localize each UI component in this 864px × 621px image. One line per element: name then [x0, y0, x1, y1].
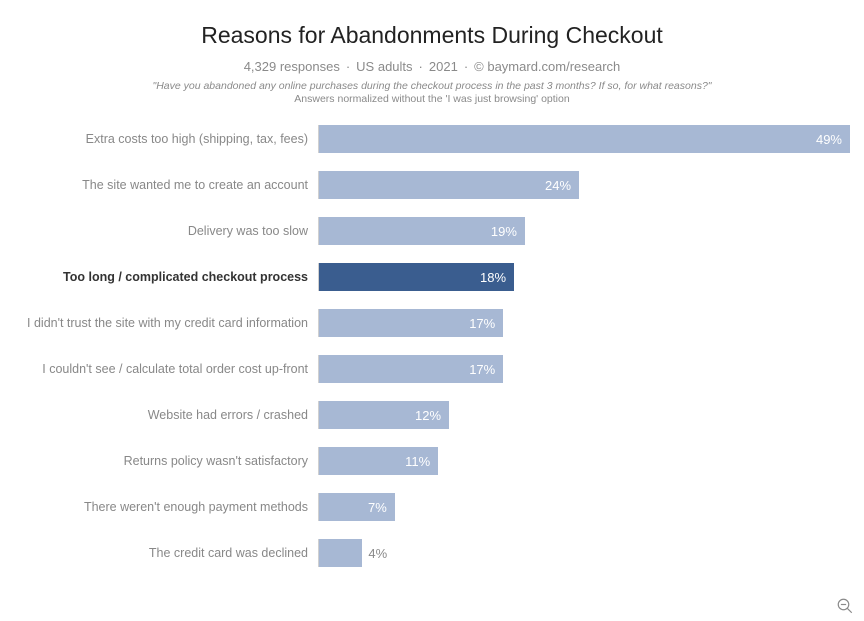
- bar-track: 17%: [318, 309, 850, 337]
- bar-value: 24%: [545, 178, 571, 193]
- bar-row: Returns policy wasn't satisfactory 11%: [0, 447, 850, 475]
- bar-track: 11%: [318, 447, 850, 475]
- bar: 11%: [319, 447, 438, 475]
- bar-track: 17%: [318, 355, 850, 383]
- bar-row: Too long / complicated checkout process 1…: [0, 263, 850, 291]
- bar-track: 18%: [318, 263, 850, 291]
- bar-value: 11%: [405, 454, 430, 469]
- bar-track: 12%: [318, 401, 850, 429]
- bar-value: 12%: [415, 408, 441, 423]
- bar-label: Delivery was too slow: [0, 224, 318, 238]
- bar: 17%: [319, 355, 503, 383]
- bar-track: 19%: [318, 217, 850, 245]
- bar: 7%: [319, 493, 395, 521]
- bar-label: The site wanted me to create an account: [0, 178, 318, 192]
- bar-label: Too long / complicated checkout process: [0, 270, 318, 284]
- bar-row: Delivery was too slow 19%: [0, 217, 850, 245]
- bar-label: I couldn't see / calculate total order c…: [0, 362, 318, 376]
- bar: 17%: [319, 309, 503, 337]
- subtitle-source: © baymard.com/research: [474, 59, 620, 74]
- bar-track: 24%: [318, 171, 850, 199]
- chart-title: Reasons for Abandonments During Checkout: [0, 22, 864, 49]
- bar: 18%: [319, 263, 514, 291]
- bar: 24%: [319, 171, 579, 199]
- chart-container: Reasons for Abandonments During Checkout…: [0, 0, 864, 621]
- bar-value: 19%: [491, 224, 517, 239]
- bar-label: Website had errors / crashed: [0, 408, 318, 422]
- bar: 4%: [319, 539, 362, 567]
- chart-note: Answers normalized without the 'I was ju…: [0, 93, 864, 105]
- bar-label: Returns policy wasn't satisfactory: [0, 454, 318, 468]
- bar: 12%: [319, 401, 449, 429]
- bar-track: 4%: [318, 539, 850, 567]
- bar-row: There weren't enough payment methods 7%: [0, 493, 850, 521]
- bar-row: The credit card was declined4%: [0, 539, 850, 567]
- subtitle-responses: 4,329 responses: [244, 59, 340, 74]
- bar-label: I didn't trust the site with my credit c…: [0, 316, 318, 330]
- zoom-out-icon[interactable]: [836, 597, 854, 615]
- chart-question: "Have you abandoned any online purchases…: [122, 80, 742, 92]
- bar-value: 17%: [469, 316, 495, 331]
- bar-value: 7%: [368, 500, 387, 515]
- subtitle-population: US adults: [356, 59, 412, 74]
- bar: 49%: [319, 125, 850, 153]
- bar-track: 7%: [318, 493, 850, 521]
- bar-label: There weren't enough payment methods: [0, 500, 318, 514]
- bar-value: 18%: [480, 270, 506, 285]
- bar-label: The credit card was declined: [0, 546, 318, 560]
- bar-row: The site wanted me to create an account 2…: [0, 171, 850, 199]
- bar-value: 49%: [816, 132, 842, 147]
- bar-row: Extra costs too high (shipping, tax, fee…: [0, 125, 850, 153]
- subtitle-year: 2021: [429, 59, 458, 74]
- bar-label: Extra costs too high (shipping, tax, fee…: [0, 132, 318, 146]
- bar-row: I couldn't see / calculate total order c…: [0, 355, 850, 383]
- bar: 19%: [319, 217, 525, 245]
- chart-subtitle: 4,329 responses US adults 2021 © baymard.co…: [0, 59, 864, 74]
- bar-value: 17%: [469, 362, 495, 377]
- bar-row: Website had errors / crashed 12%: [0, 401, 850, 429]
- bar-chart: Extra costs too high (shipping, tax, fee…: [0, 125, 864, 567]
- bar-track: 49%: [318, 125, 850, 153]
- bar-row: I didn't trust the site with my credit c…: [0, 309, 850, 337]
- bar-value: 4%: [368, 546, 387, 561]
